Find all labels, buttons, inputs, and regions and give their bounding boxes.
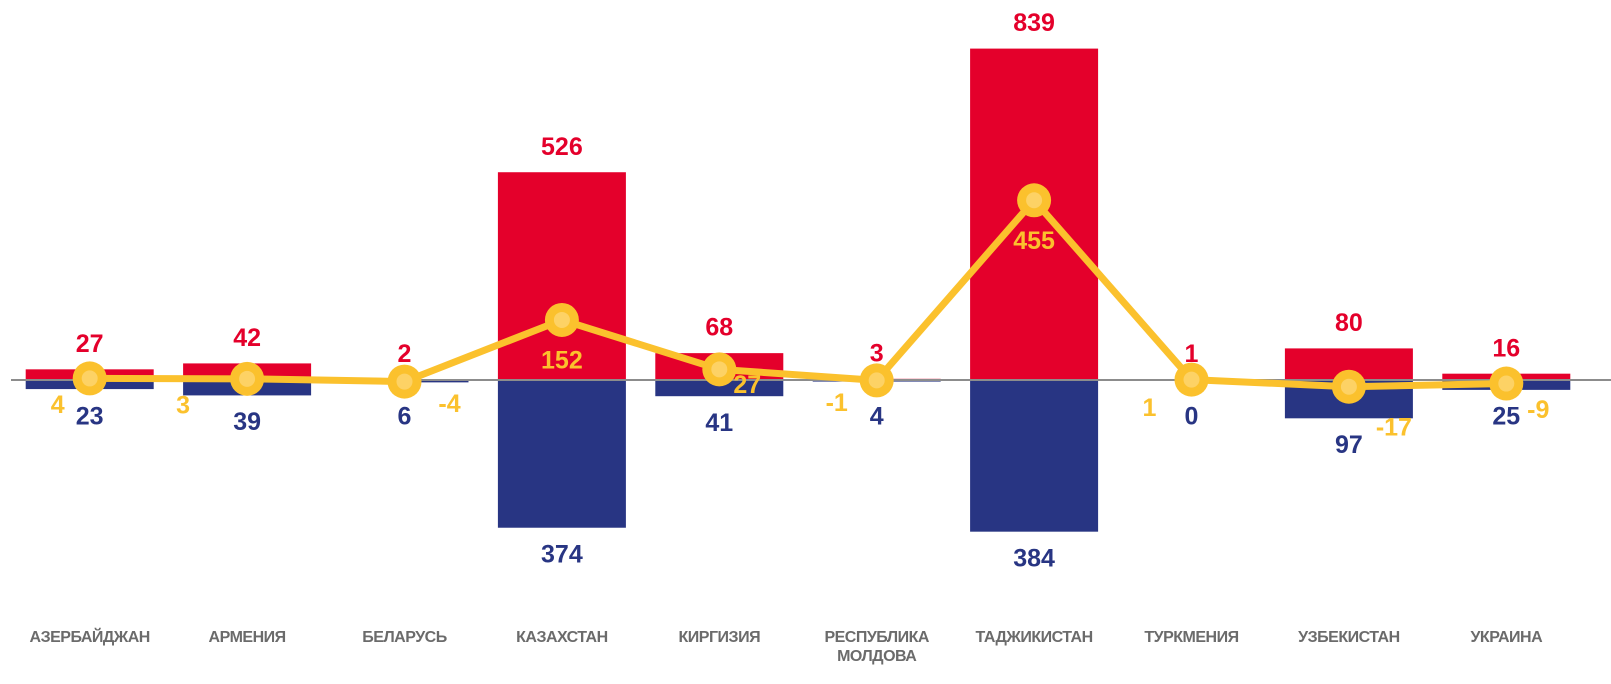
line-marker-inner: [239, 370, 256, 387]
bar-value-label: 41: [705, 409, 733, 437]
bar-value-label: 3: [870, 339, 884, 367]
line-value-label: 3: [176, 391, 190, 419]
x-category-line: МОЛДОВА: [837, 648, 917, 665]
bar-value-label: 80: [1335, 309, 1363, 337]
line-value-label: 1: [1143, 394, 1157, 422]
bar-value-label: 384: [1013, 544, 1055, 572]
bar: [497, 172, 626, 380]
line-value-label: 27: [733, 371, 761, 399]
line-marker-inner: [81, 370, 98, 387]
x-category-label: КАЗАХСТАН: [516, 629, 608, 646]
bar: [655, 380, 784, 397]
line-marker-inner: [1498, 375, 1515, 392]
x-category-label: УЗБЕКИСТАН: [1298, 629, 1399, 646]
bar-value-label: 16: [1492, 334, 1520, 362]
line-value-label: 4: [51, 391, 65, 419]
x-category-label: РЕСПУБЛИКА МОЛДОВА: [824, 629, 929, 665]
bar-value-label: 4: [870, 403, 884, 431]
bar-value-label: 23: [76, 403, 104, 431]
bar-value-label: 42: [233, 324, 261, 352]
line-marker-inner: [1340, 378, 1357, 395]
x-category-label: УКРАИНА: [1470, 629, 1543, 646]
bar-value-label: 2: [398, 340, 412, 368]
bar-value-label: 97: [1335, 431, 1363, 459]
line-marker-inner: [711, 361, 728, 378]
line-value-label: 152: [541, 347, 583, 375]
x-category-label: ТУРКМЕНИЯ: [1144, 629, 1238, 646]
x-category-label: КИРГИЗИЯ: [679, 629, 761, 646]
bar-value-label: 374: [541, 540, 583, 568]
line-marker-inner: [553, 311, 570, 328]
line-marker-inner: [396, 373, 413, 390]
x-category-label: БЕЛАРУСЬ: [362, 629, 446, 646]
bar-value-label: 1: [1185, 340, 1199, 368]
line-marker-inner: [868, 372, 885, 389]
bar-value-label: 39: [233, 408, 261, 436]
bar-value-label: 27: [76, 330, 104, 358]
line-value-label: -9: [1527, 396, 1549, 424]
line-marker-inner: [1183, 371, 1200, 388]
line-value-label: -17: [1376, 413, 1412, 441]
bar: [970, 380, 1099, 532]
line-value-label: -4: [438, 390, 460, 418]
bar-value-label: 25: [1492, 403, 1520, 431]
line-value-label: 455: [1013, 227, 1055, 255]
bar-value-label: 0: [1185, 403, 1199, 431]
bar-value-label: 6: [398, 403, 412, 431]
x-category-line: РЕСПУБЛИКА: [824, 629, 929, 646]
x-category-label: АЗЕРБАЙДЖАН: [30, 627, 150, 646]
bar-value-label: 526: [541, 133, 583, 161]
line-value-label: -1: [826, 389, 848, 417]
line-marker-inner: [1026, 192, 1043, 209]
line: [89, 196, 1507, 391]
x-category-label: АРМЕНИЯ: [209, 629, 286, 646]
bar-value-label: 839: [1013, 9, 1055, 37]
bar-value-label: 68: [705, 314, 733, 342]
bar: [497, 380, 626, 528]
x-category-label: ТАДЖИКИСТАН: [976, 629, 1093, 646]
